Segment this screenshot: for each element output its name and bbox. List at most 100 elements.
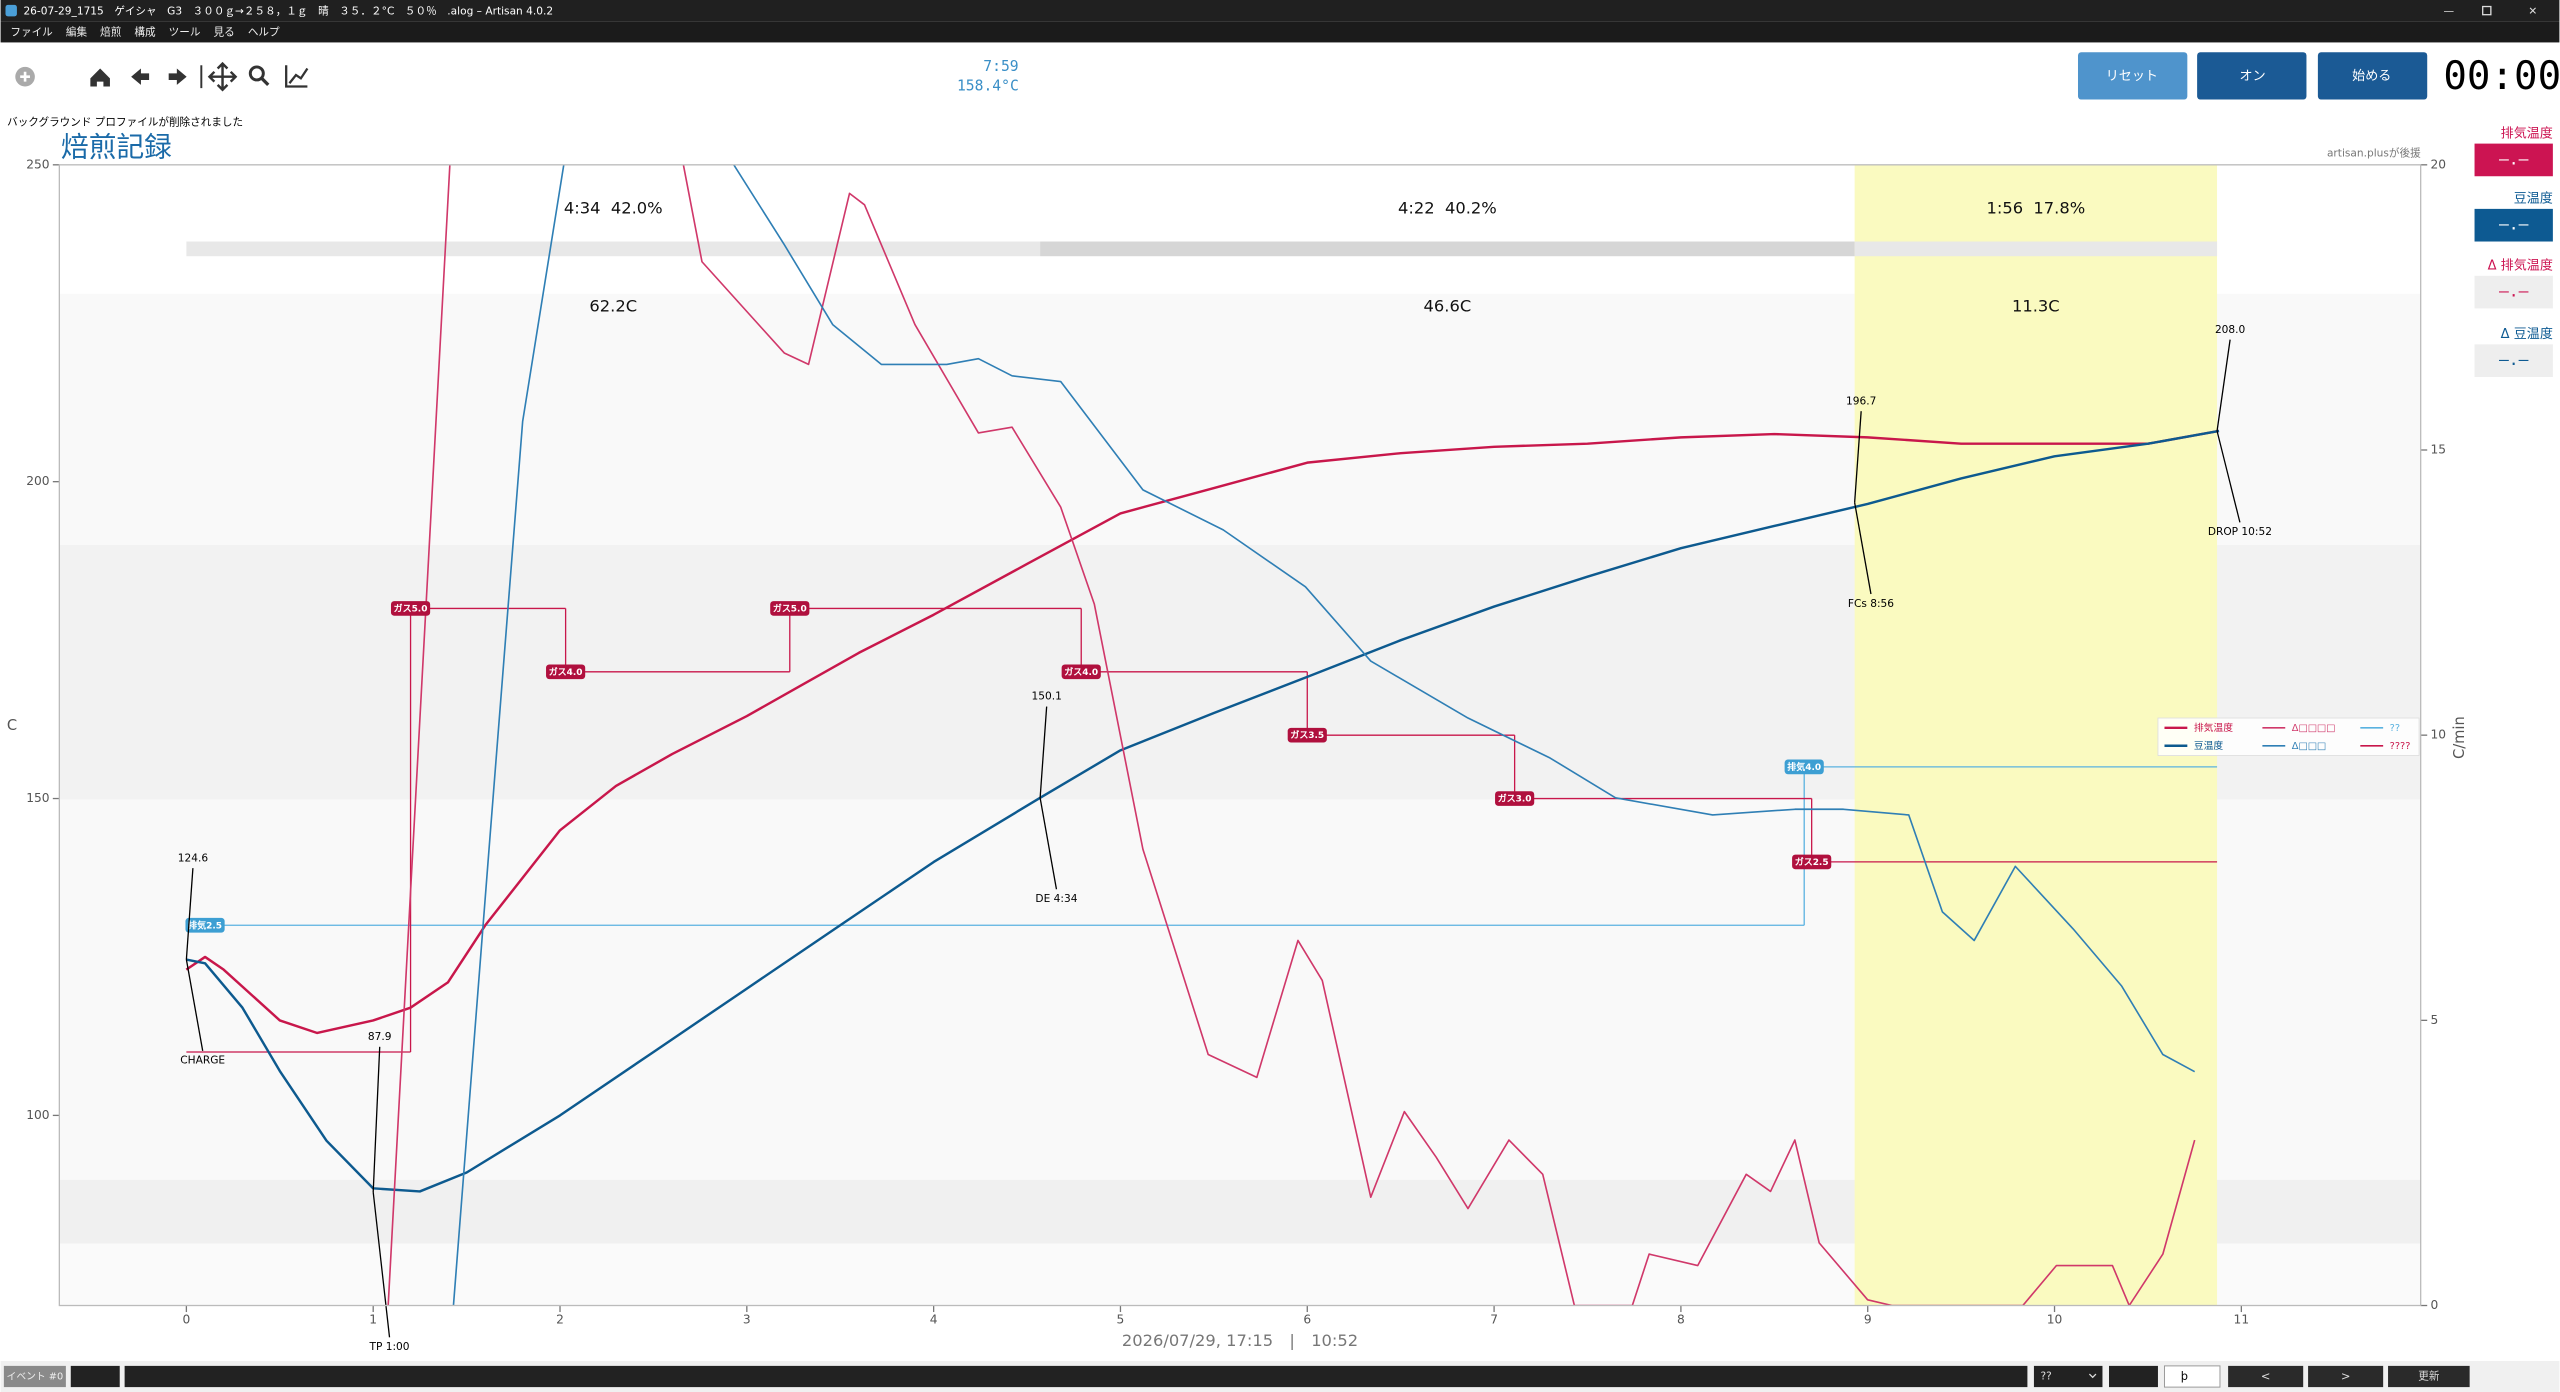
close[interactable]: ✕ [2528, 5, 2537, 17]
annotation-value: 196.7 [1846, 395, 1876, 407]
prev-label: < [2261, 1369, 2271, 1383]
menu-bar [0, 21, 2560, 43]
lcd-label: Δ 排気温度 [2488, 257, 2553, 273]
event-value[interactable] [2108, 1365, 2158, 1388]
menu-item[interactable]: 構成 [134, 26, 156, 39]
lcd-box [2474, 275, 2553, 309]
event-marker [390, 601, 431, 616]
phase-label: 1:56 17.8% [1986, 198, 2085, 217]
phase-bar [1854, 241, 2218, 257]
phase-delta: 62.2C [589, 296, 637, 315]
legend-label: Δ□□□□ [2292, 723, 2336, 734]
phase-delta: 11.3C [2012, 296, 2060, 315]
x-tick-label: 6 [1303, 1313, 1311, 1327]
annotation-leader [372, 1192, 391, 1338]
event-combo[interactable] [2033, 1365, 2103, 1388]
maximize[interactable] [2482, 5, 2492, 16]
menu-item[interactable]: 編集 [66, 26, 88, 39]
on-button[interactable] [2197, 52, 2307, 100]
fc-band [1854, 164, 2218, 1306]
annotation-value: 87.9 [368, 1031, 392, 1043]
event-label-box [3, 1365, 66, 1388]
plot [185, 164, 2220, 1306]
lcd-box [2474, 143, 2553, 177]
sponsor: artisan.plusが後援 [2327, 146, 2421, 159]
start-button[interactable] [2317, 52, 2428, 100]
title-bar [0, 0, 2560, 22]
spinbox-text: þ [2181, 1369, 2188, 1383]
y-tick-label: 200 [26, 474, 49, 488]
readout-temp: 158.4°C [957, 77, 1019, 94]
x-tick-label: 9 [1864, 1313, 1872, 1327]
series-line [387, 164, 2196, 1306]
y2-tick-label: 15 [2430, 442, 2446, 456]
annotation-leader [2216, 430, 2241, 523]
legend-label: 排気温度 [2194, 721, 2233, 734]
x-axis-label: 2026/07/29, 17:15 | 10:52 [1122, 1331, 1358, 1350]
graph-icon[interactable] [285, 65, 309, 88]
legend-label: ?? [2390, 723, 2400, 734]
menu-item[interactable]: 焙煎 [100, 26, 122, 39]
event-label: ガス2.5 [1795, 856, 1829, 868]
chart-title: 焙煎記録 [61, 131, 172, 164]
message: バックグラウンド プロファイルが削除されました [7, 115, 243, 128]
annotation-label: DE 4:34 [1035, 893, 1077, 905]
x-tick-label: 3 [743, 1313, 751, 1327]
annotation-leader [185, 868, 194, 960]
y2-tick-label: 20 [2430, 157, 2446, 171]
annotation-leader [1853, 411, 1862, 503]
update-button[interactable] [2388, 1365, 2470, 1388]
reset-button[interactable] [2077, 52, 2188, 100]
window-title: 26-07-29_1715 ゲイシャ G3 ３００ｇ→２５８，１ｇ 晴 ３５．２… [23, 4, 553, 17]
annotation-label: CHARGE [180, 1055, 225, 1067]
lcd-label: 排気温度 [2501, 125, 2553, 141]
phase-bar [1040, 241, 1855, 257]
menu-item[interactable]: ツール [169, 27, 201, 39]
lcd-box [2474, 344, 2553, 377]
menu-item[interactable]: 見る [214, 27, 235, 39]
event-marker [1287, 727, 1327, 743]
home-icon[interactable] [90, 68, 110, 87]
start-label: 始める [2352, 69, 2391, 84]
pan-icon[interactable] [207, 61, 238, 92]
event-field[interactable] [70, 1365, 120, 1388]
y-tick-label: 150 [26, 791, 49, 805]
event-text-field[interactable] [124, 1365, 2028, 1388]
next-label: > [2341, 1369, 2351, 1383]
event-marker [546, 664, 586, 680]
minimize[interactable]: — [2444, 5, 2455, 17]
back-icon[interactable] [131, 68, 150, 85]
event-label: ガス3.0 [1498, 793, 1532, 805]
legend-label: ???? [2390, 741, 2411, 752]
on-label: オン [2240, 69, 2266, 84]
legend-label: 豆温度 [2194, 739, 2224, 752]
x-tick-label: 1 [369, 1313, 377, 1327]
spinbox[interactable] [2163, 1365, 2221, 1388]
timer: 00:00 [2443, 54, 2560, 99]
phase-label: 4:22 40.2% [1398, 198, 1497, 217]
lcd-value: –.– [2499, 149, 2529, 168]
x-tick-label: 8 [1677, 1313, 1685, 1327]
event-combo-text: ?? [2040, 1370, 2051, 1382]
next-button[interactable] [2308, 1365, 2384, 1388]
menu-item[interactable]: ファイル [10, 27, 53, 39]
x-tick-label: 0 [182, 1313, 190, 1327]
annotation-value: 208.0 [2215, 324, 2246, 336]
reset-label: リセット [2106, 69, 2158, 84]
lcd-label: Δ 豆温度 [2501, 326, 2553, 342]
lcd-value: –.– [2499, 282, 2529, 301]
legend: 排気温度 Δ□□□□ ?? 豆温度 Δ□□□???? [2157, 717, 2420, 756]
y2-tick-label: 10 [2430, 728, 2446, 742]
menu-item[interactable]: ヘルプ [248, 27, 280, 39]
annotation-leader [2216, 339, 2231, 432]
zoom-icon[interactable] [248, 65, 265, 82]
y-tick-label: 250 [26, 157, 49, 171]
annotation-label: FCs 8:56 [1848, 598, 1894, 610]
lcd-box [2474, 208, 2553, 242]
legend-box [2157, 717, 2420, 756]
event-label: 排気4.0 [1787, 761, 1821, 773]
prev-button[interactable] [2228, 1365, 2304, 1388]
event-marker [770, 601, 810, 616]
forward-icon[interactable] [168, 68, 187, 85]
x-tick-label: 7 [1490, 1313, 1498, 1327]
